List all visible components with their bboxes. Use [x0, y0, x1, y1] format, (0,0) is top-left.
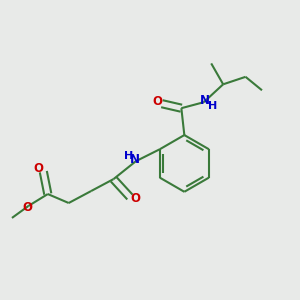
Text: H: H	[208, 101, 217, 111]
Text: N: N	[129, 153, 140, 166]
Text: N: N	[200, 94, 210, 107]
Text: H: H	[124, 151, 133, 161]
Text: O: O	[33, 162, 43, 175]
Text: O: O	[152, 95, 163, 108]
Text: O: O	[22, 201, 32, 214]
Text: O: O	[130, 192, 140, 205]
